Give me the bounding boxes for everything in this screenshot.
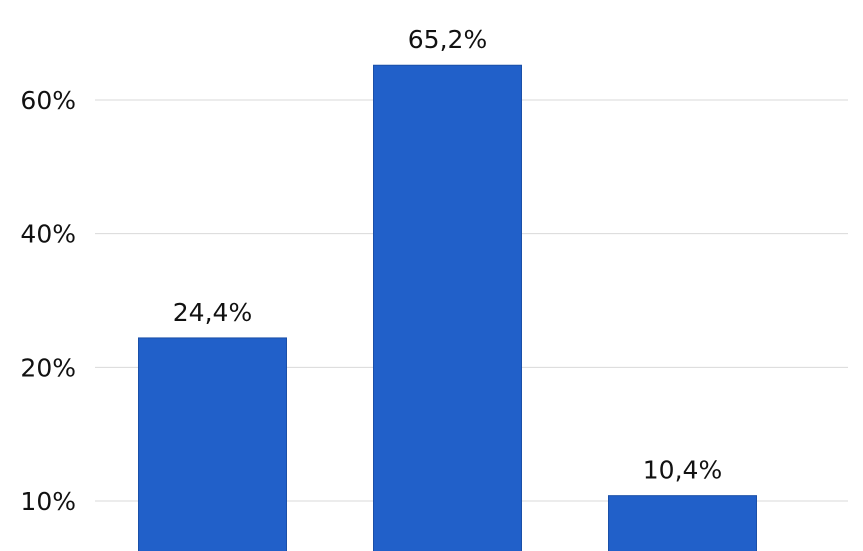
value-label: 65,2% (408, 25, 487, 54)
value-label: 10,4% (643, 456, 722, 485)
y-tick-label: 60% (20, 86, 76, 115)
bar (138, 337, 287, 551)
y-tick-label: 20% (20, 353, 76, 382)
bar (373, 64, 522, 551)
bar (608, 495, 757, 551)
value-label: 24,4% (173, 298, 252, 327)
y-tick-label: 10% (20, 487, 76, 516)
y-tick-label: 40% (20, 220, 76, 249)
